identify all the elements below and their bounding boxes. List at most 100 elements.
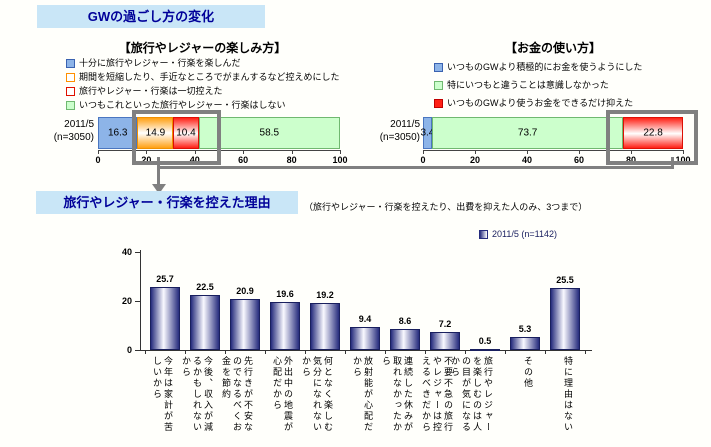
axis-tick-label: 0 (95, 155, 101, 165)
category-label: 外出中の地震が心配だから (272, 356, 293, 433)
reason-chart-title: 旅行やレジャー・行楽を控えた理由 (36, 191, 298, 214)
legend-item: いつもこれといった旅行やレジャー・行楽はしない (66, 100, 339, 110)
bar-value-label: 22.5 (196, 281, 214, 292)
y-axis-tick (135, 350, 140, 351)
legend-label: いつもこれといった旅行やレジャー・行楽はしない (79, 100, 286, 110)
axis-tick (579, 150, 580, 154)
legend-label: いつものGWより積極的にお金を使うようにした (447, 62, 643, 72)
axis-tick-label: 40 (189, 155, 200, 165)
money-chart-heading: 【お金の使い方】 (504, 41, 601, 55)
bar-value-label: 7.2 (438, 319, 452, 330)
bar (470, 348, 500, 351)
category-label: 連続した休みが取れなかったから (381, 356, 413, 433)
x-axis-tick (225, 350, 226, 354)
axis-tick-label: 100 (675, 155, 691, 165)
segment-value-label: 14.9 (145, 127, 166, 139)
y-axis-tick (135, 252, 140, 253)
x-axis-tick (425, 350, 426, 354)
x-axis-tick (185, 350, 186, 354)
category-label: 今年は家計が苦しいから (152, 356, 173, 433)
y-axis-tick-label: 40 (121, 247, 132, 257)
bar-segment: 3.4 (420, 117, 434, 149)
legend-item: 期間を短縮したり、手近なところでがまんするなど控えめにした (66, 72, 339, 82)
axis-tick-label: 20 (469, 155, 481, 165)
legend-label: 2011/5 (n=1142) (492, 229, 557, 239)
bar (270, 301, 300, 350)
axis-tick (631, 150, 632, 154)
x-axis-tick (265, 350, 266, 354)
axis-tick (146, 150, 148, 154)
category-label: 特に理由はない (563, 356, 573, 433)
highlight-box-leisure (132, 110, 221, 165)
legend-swatch-icon (434, 98, 443, 108)
axis-tick (291, 150, 293, 154)
reason-bar-chart: 0 20 40 25.7 22.5 20.9 19.6 19.2 9.4 8.6 7.2 0.5 5.3… (96, 242, 706, 447)
bar (350, 326, 380, 350)
axis-tick (527, 150, 528, 154)
down-arrow-icon (152, 184, 166, 194)
y-axis-tick-label: 0 (126, 345, 132, 355)
axis-tick-label: 60 (573, 155, 585, 165)
bar (550, 287, 580, 350)
y-axis-tick (135, 301, 140, 302)
category-label: 何となく楽しむ気分になれないから (301, 356, 333, 433)
bar-value-label: 25.7 (156, 274, 174, 285)
legend-swatch-icon (66, 86, 75, 96)
legend-swatch-icon (66, 72, 75, 82)
bar-segment: 22.8 (623, 117, 683, 149)
category-label: その他 (523, 356, 533, 389)
bar-value-label: 20.9 (236, 285, 254, 296)
row-label-n: (n=3050) (379, 132, 420, 143)
row-label-year: 2011/5 (390, 119, 420, 130)
segment-value-label: 10.4 (176, 127, 196, 139)
segment-value-label: 22.8 (643, 127, 663, 139)
bar-segment: 16.3 (98, 117, 138, 149)
connector-vertical-right (671, 157, 674, 169)
money-row-label: 2011/5 (n=3050) (364, 118, 420, 144)
legend-swatch-icon (66, 100, 75, 110)
axis-tick (423, 150, 424, 154)
legend-item: いつものGWより使うお金をできるだけ抑えた (434, 98, 642, 108)
leisure-stacked-bar: 16.3 14.9 10.4 58.5 (98, 117, 340, 149)
row-label-year: 2011/5 (64, 119, 94, 130)
bar (510, 337, 540, 350)
bar (310, 302, 340, 350)
segment-value-label: 16.3 (107, 127, 128, 139)
x-axis-tick (545, 350, 546, 354)
axis-tick-label: 80 (625, 155, 637, 165)
bar (150, 287, 180, 350)
bar (230, 298, 260, 350)
legend-item: 特にいつもと違うことは意識しなかった (434, 80, 642, 90)
legend-swatch-icon (434, 80, 443, 90)
legend-item: いつものGWより積極的にお金を使うようにした (434, 62, 642, 72)
axis-tick (194, 150, 196, 154)
leisure-row-label: 2011/5 (n=3050) (38, 118, 94, 144)
bar-segment: 73.7 (431, 117, 624, 149)
axis-tick-label: 40 (521, 155, 533, 165)
page-title: GWの過ごし方の変化 (37, 5, 265, 28)
x-axis-tick (465, 350, 466, 354)
leisure-legend: 十分に旅行やレジャー・行楽を楽しんだ期間を短縮したり、手近なところでがまんするな… (66, 58, 339, 114)
y-axis-line (140, 250, 141, 351)
reason-chart-note: （旅行やレジャー・行楽を控えたり、出費を抑えた人のみ、3つまで） (304, 202, 588, 212)
leisure-chart-heading: 【旅行やレジャーの楽しみ方】 (118, 41, 287, 55)
axis-tick-label: 100 (332, 155, 348, 165)
category-label: 今後、収入が減るかもしれないから (181, 356, 213, 433)
axis-tick-label: 20 (141, 155, 152, 165)
bar-segment: 58.5 (198, 117, 340, 149)
money-legend: いつものGWより積極的にお金を使うようにした特にいつもと違うことは意識しなかった… (434, 62, 642, 116)
axis-tick-label: 60 (238, 155, 249, 165)
axis-tick (475, 150, 476, 154)
axis-tick (340, 150, 341, 154)
axis-tick-label: 80 (286, 155, 297, 165)
bar-value-label: 8.6 (398, 315, 412, 326)
x-axis-tick (145, 350, 146, 354)
category-label: 不要不急の旅行やレジャーは控えるべきだから (421, 356, 453, 433)
legend-label: 期間を短縮したり、手近なところでがまんするなど控えめにした (79, 72, 340, 82)
legend-label: 旅行やレジャー・行楽は一切控えた (79, 86, 223, 96)
category-label: 先行きが不安なのでなるべくお金を節約 (221, 356, 253, 433)
axis-line (423, 150, 683, 151)
legend-label: 十分に旅行やレジャー・行楽を楽しんだ (79, 58, 241, 68)
segment-value-label: 73.7 (517, 127, 538, 139)
